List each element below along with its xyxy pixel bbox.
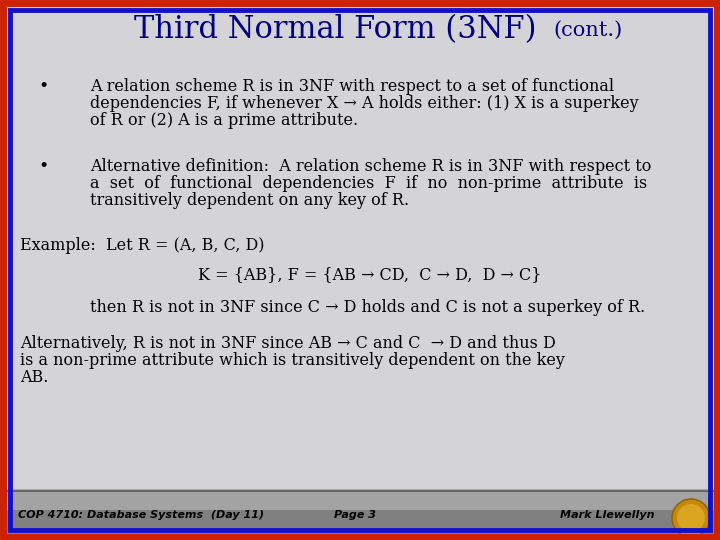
Bar (3, 491, 717, 537)
Text: a  set  of  functional  dependencies  F  if  no  non-prime  attribute  is: a set of functional dependencies F if no… (90, 175, 647, 192)
Text: of R or (2) A is a prime attribute.: of R or (2) A is a prime attribute. (90, 112, 358, 129)
Text: COP 4710: Database Systems  (Day 11): COP 4710: Database Systems (Day 11) (18, 510, 264, 520)
Text: Alternatively, R is not in 3NF since AB → C and C  → D and thus D: Alternatively, R is not in 3NF since AB … (20, 335, 556, 352)
Text: Mark Llewellyn: Mark Llewellyn (560, 510, 654, 520)
Text: Third Normal Form (3NF): Third Normal Form (3NF) (134, 15, 536, 45)
Text: (cont.): (cont.) (553, 21, 622, 39)
Text: •: • (38, 158, 48, 175)
Text: then R is not in 3NF since C → D holds and C is not a superkey of R.: then R is not in 3NF since C → D holds a… (90, 299, 645, 316)
Text: transitively dependent on any key of R.: transitively dependent on any key of R. (90, 192, 409, 209)
Bar (3, 491, 717, 510)
Wedge shape (677, 504, 705, 532)
Text: Example:  Let R = (A, B, C, D): Example: Let R = (A, B, C, D) (20, 237, 264, 254)
Wedge shape (672, 499, 710, 537)
Text: is a non-prime attribute which is transitively dependent on the key: is a non-prime attribute which is transi… (20, 352, 565, 369)
Text: AB.: AB. (20, 369, 48, 386)
Text: K = {AB}, F = {AB → CD,  C → D,  D → C}: K = {AB}, F = {AB → CD, C → D, D → C} (198, 266, 541, 283)
Text: dependencies F, if whenever X → A holds either: (1) X is a superkey: dependencies F, if whenever X → A holds … (90, 95, 639, 112)
Text: •: • (38, 78, 48, 95)
Text: A relation scheme R is in 3NF with respect to a set of functional: A relation scheme R is in 3NF with respe… (90, 78, 614, 95)
Text: Alternative definition:  A relation scheme R is in 3NF with respect to: Alternative definition: A relation schem… (90, 158, 652, 175)
Text: Page 3: Page 3 (334, 510, 376, 520)
